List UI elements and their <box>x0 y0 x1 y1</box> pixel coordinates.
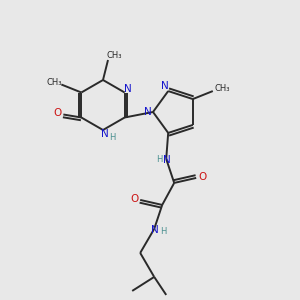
Text: N: N <box>124 85 131 94</box>
Text: CH₃: CH₃ <box>106 50 122 59</box>
Text: N: N <box>101 129 109 139</box>
Text: O: O <box>198 172 206 182</box>
Text: O: O <box>130 194 138 204</box>
Text: N: N <box>163 155 171 165</box>
Text: H: H <box>156 155 162 164</box>
Text: CH₃: CH₃ <box>46 78 62 87</box>
Text: N: N <box>144 107 152 117</box>
Text: H: H <box>109 134 115 142</box>
Text: N: N <box>161 81 169 91</box>
Text: N: N <box>151 225 159 235</box>
Text: H: H <box>160 227 166 236</box>
Text: O: O <box>53 109 61 118</box>
Text: CH₃: CH₃ <box>214 84 230 93</box>
